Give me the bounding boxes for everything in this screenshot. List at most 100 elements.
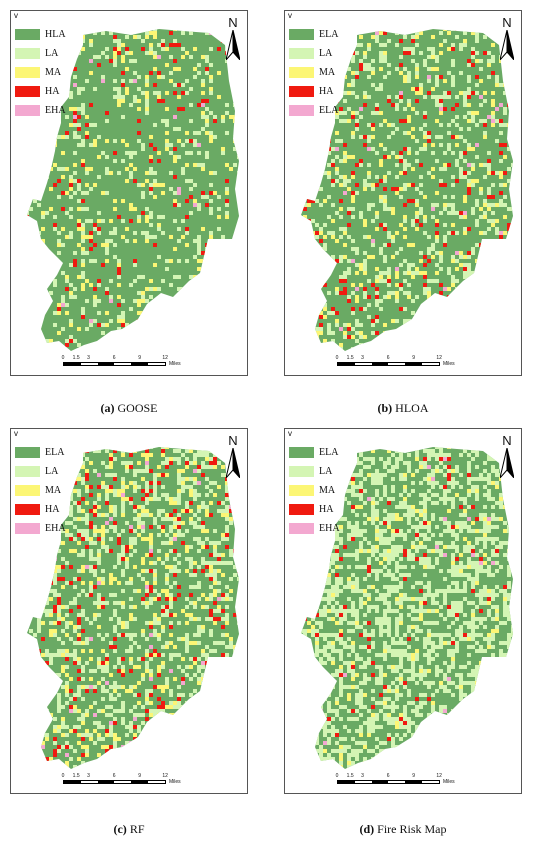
north-arrow: N (223, 15, 243, 61)
scale-tick: 9 (138, 773, 142, 779)
legend-label: LA (45, 466, 59, 477)
scale-tick: 6 (112, 773, 116, 779)
scale-tick: 12 (436, 355, 442, 361)
legend-label: ELA (319, 29, 339, 40)
scale-segments (63, 362, 166, 366)
scale-tick: 1.5 (346, 355, 354, 361)
legend-swatch (15, 48, 40, 59)
north-arrow: N (223, 433, 243, 479)
map-panel-d: v ELA LA MA HA EHA N 0 1.5 3 6 9 12 Mile… (284, 428, 522, 794)
legend-swatch (289, 523, 314, 534)
risk-map-c (27, 447, 239, 769)
legend-label: HA (319, 86, 334, 97)
scale-tick: 6 (386, 773, 390, 779)
risk-map-a (27, 29, 239, 351)
north-arrow-icon (226, 448, 240, 478)
map-legend: ELA LA MA HA EHA (15, 443, 66, 538)
scale-unit: Miles (169, 361, 181, 367)
scale-tick: 12 (162, 355, 168, 361)
legend-swatch (289, 29, 314, 40)
legend-label: HA (45, 504, 60, 515)
legend-swatch (15, 523, 40, 534)
legend-item: LA (15, 44, 66, 63)
legend-swatch (15, 447, 40, 458)
corner-mark: v (14, 429, 18, 438)
scale-tick: 0 (61, 773, 65, 779)
caption-text: RF (129, 822, 145, 836)
legend-item: MA (15, 481, 66, 500)
scale-tick: 12 (436, 773, 442, 779)
caption-letter: (a) (100, 401, 115, 415)
map-legend: ELA LA MA HA EHA (289, 443, 340, 538)
legend-item: EHA (15, 101, 66, 120)
north-letter: N (502, 433, 512, 448)
scale-tick: 6 (112, 355, 116, 361)
legend-label: EHA (319, 523, 340, 534)
legend-swatch (15, 67, 40, 78)
legend-label: ELA (45, 447, 65, 458)
north-arrow-icon (226, 30, 240, 60)
scale-bar: 0 1.5 3 6 9 12 Miles (62, 355, 209, 373)
caption-letter: (c) (113, 822, 127, 836)
legend-item: LA (289, 44, 338, 63)
scale-tick: 1.5 (346, 773, 354, 779)
scale-tick: 0 (335, 355, 339, 361)
legend-swatch (289, 447, 314, 458)
scale-tick: 3 (361, 773, 364, 779)
scale-tick: 9 (138, 355, 142, 361)
legend-swatch (15, 29, 40, 40)
caption-c: (c) RF (10, 822, 248, 837)
legend-swatch (289, 67, 314, 78)
north-letter: N (228, 15, 238, 30)
legend-item: LA (289, 462, 340, 481)
legend-item: HA (289, 82, 338, 101)
legend-label: LA (45, 48, 59, 59)
scale-unit: Miles (443, 361, 455, 367)
scale-tick: 3 (87, 773, 90, 779)
scale-tick: 12 (162, 773, 168, 779)
corner-mark: v (288, 11, 292, 20)
legend-label: LA (319, 466, 333, 477)
scale-tick: 3 (87, 355, 90, 361)
legend-swatch (15, 504, 40, 515)
legend-item: ELA (15, 443, 66, 462)
corner-mark: v (288, 429, 292, 438)
corner-mark: v (14, 11, 18, 20)
legend-item: LA (15, 462, 66, 481)
scale-bar: 0 1.5 3 6 9 12 Miles (336, 773, 483, 791)
legend-label: EHA (45, 105, 66, 116)
map-panel-b: v ELA LA MA HA ELA N 0 1.5 3 6 9 12 Mile… (284, 10, 522, 376)
caption-a: (a) GOOSE (10, 401, 248, 416)
legend-item: ELA (289, 25, 338, 44)
legend-label: HA (45, 86, 60, 97)
legend-item: EHA (289, 519, 340, 538)
caption-letter: (b) (377, 401, 393, 415)
scale-segments (63, 780, 166, 784)
legend-swatch (15, 86, 40, 97)
caption-letter: (d) (359, 822, 375, 836)
north-arrow-icon (500, 30, 514, 60)
legend-label: MA (319, 67, 336, 78)
legend-item: HA (289, 500, 340, 519)
scale-tick: 6 (386, 355, 390, 361)
scale-tick: 9 (412, 355, 416, 361)
scale-bar: 0 1.5 3 6 9 12 Miles (335, 355, 483, 373)
map-legend: HLA LA MA HA EHA (15, 25, 66, 120)
legend-label: MA (319, 485, 336, 496)
legend-item: ELA (289, 443, 340, 462)
legend-label: MA (45, 485, 62, 496)
caption-text: GOOSE (117, 401, 158, 415)
legend-label: LA (319, 48, 333, 59)
legend-item: MA (289, 63, 338, 82)
scale-tick: 1.5 (72, 355, 80, 361)
legend-swatch (289, 504, 314, 515)
legend-item: EHA (15, 519, 66, 538)
north-arrow-icon (500, 448, 514, 478)
scale-tick: 9 (412, 773, 416, 779)
legend-swatch (289, 86, 314, 97)
legend-swatch (289, 466, 314, 477)
legend-label: MA (45, 67, 62, 78)
risk-map-d (301, 447, 513, 769)
scale-tick: 1.5 (72, 773, 80, 779)
north-letter: N (228, 433, 238, 448)
